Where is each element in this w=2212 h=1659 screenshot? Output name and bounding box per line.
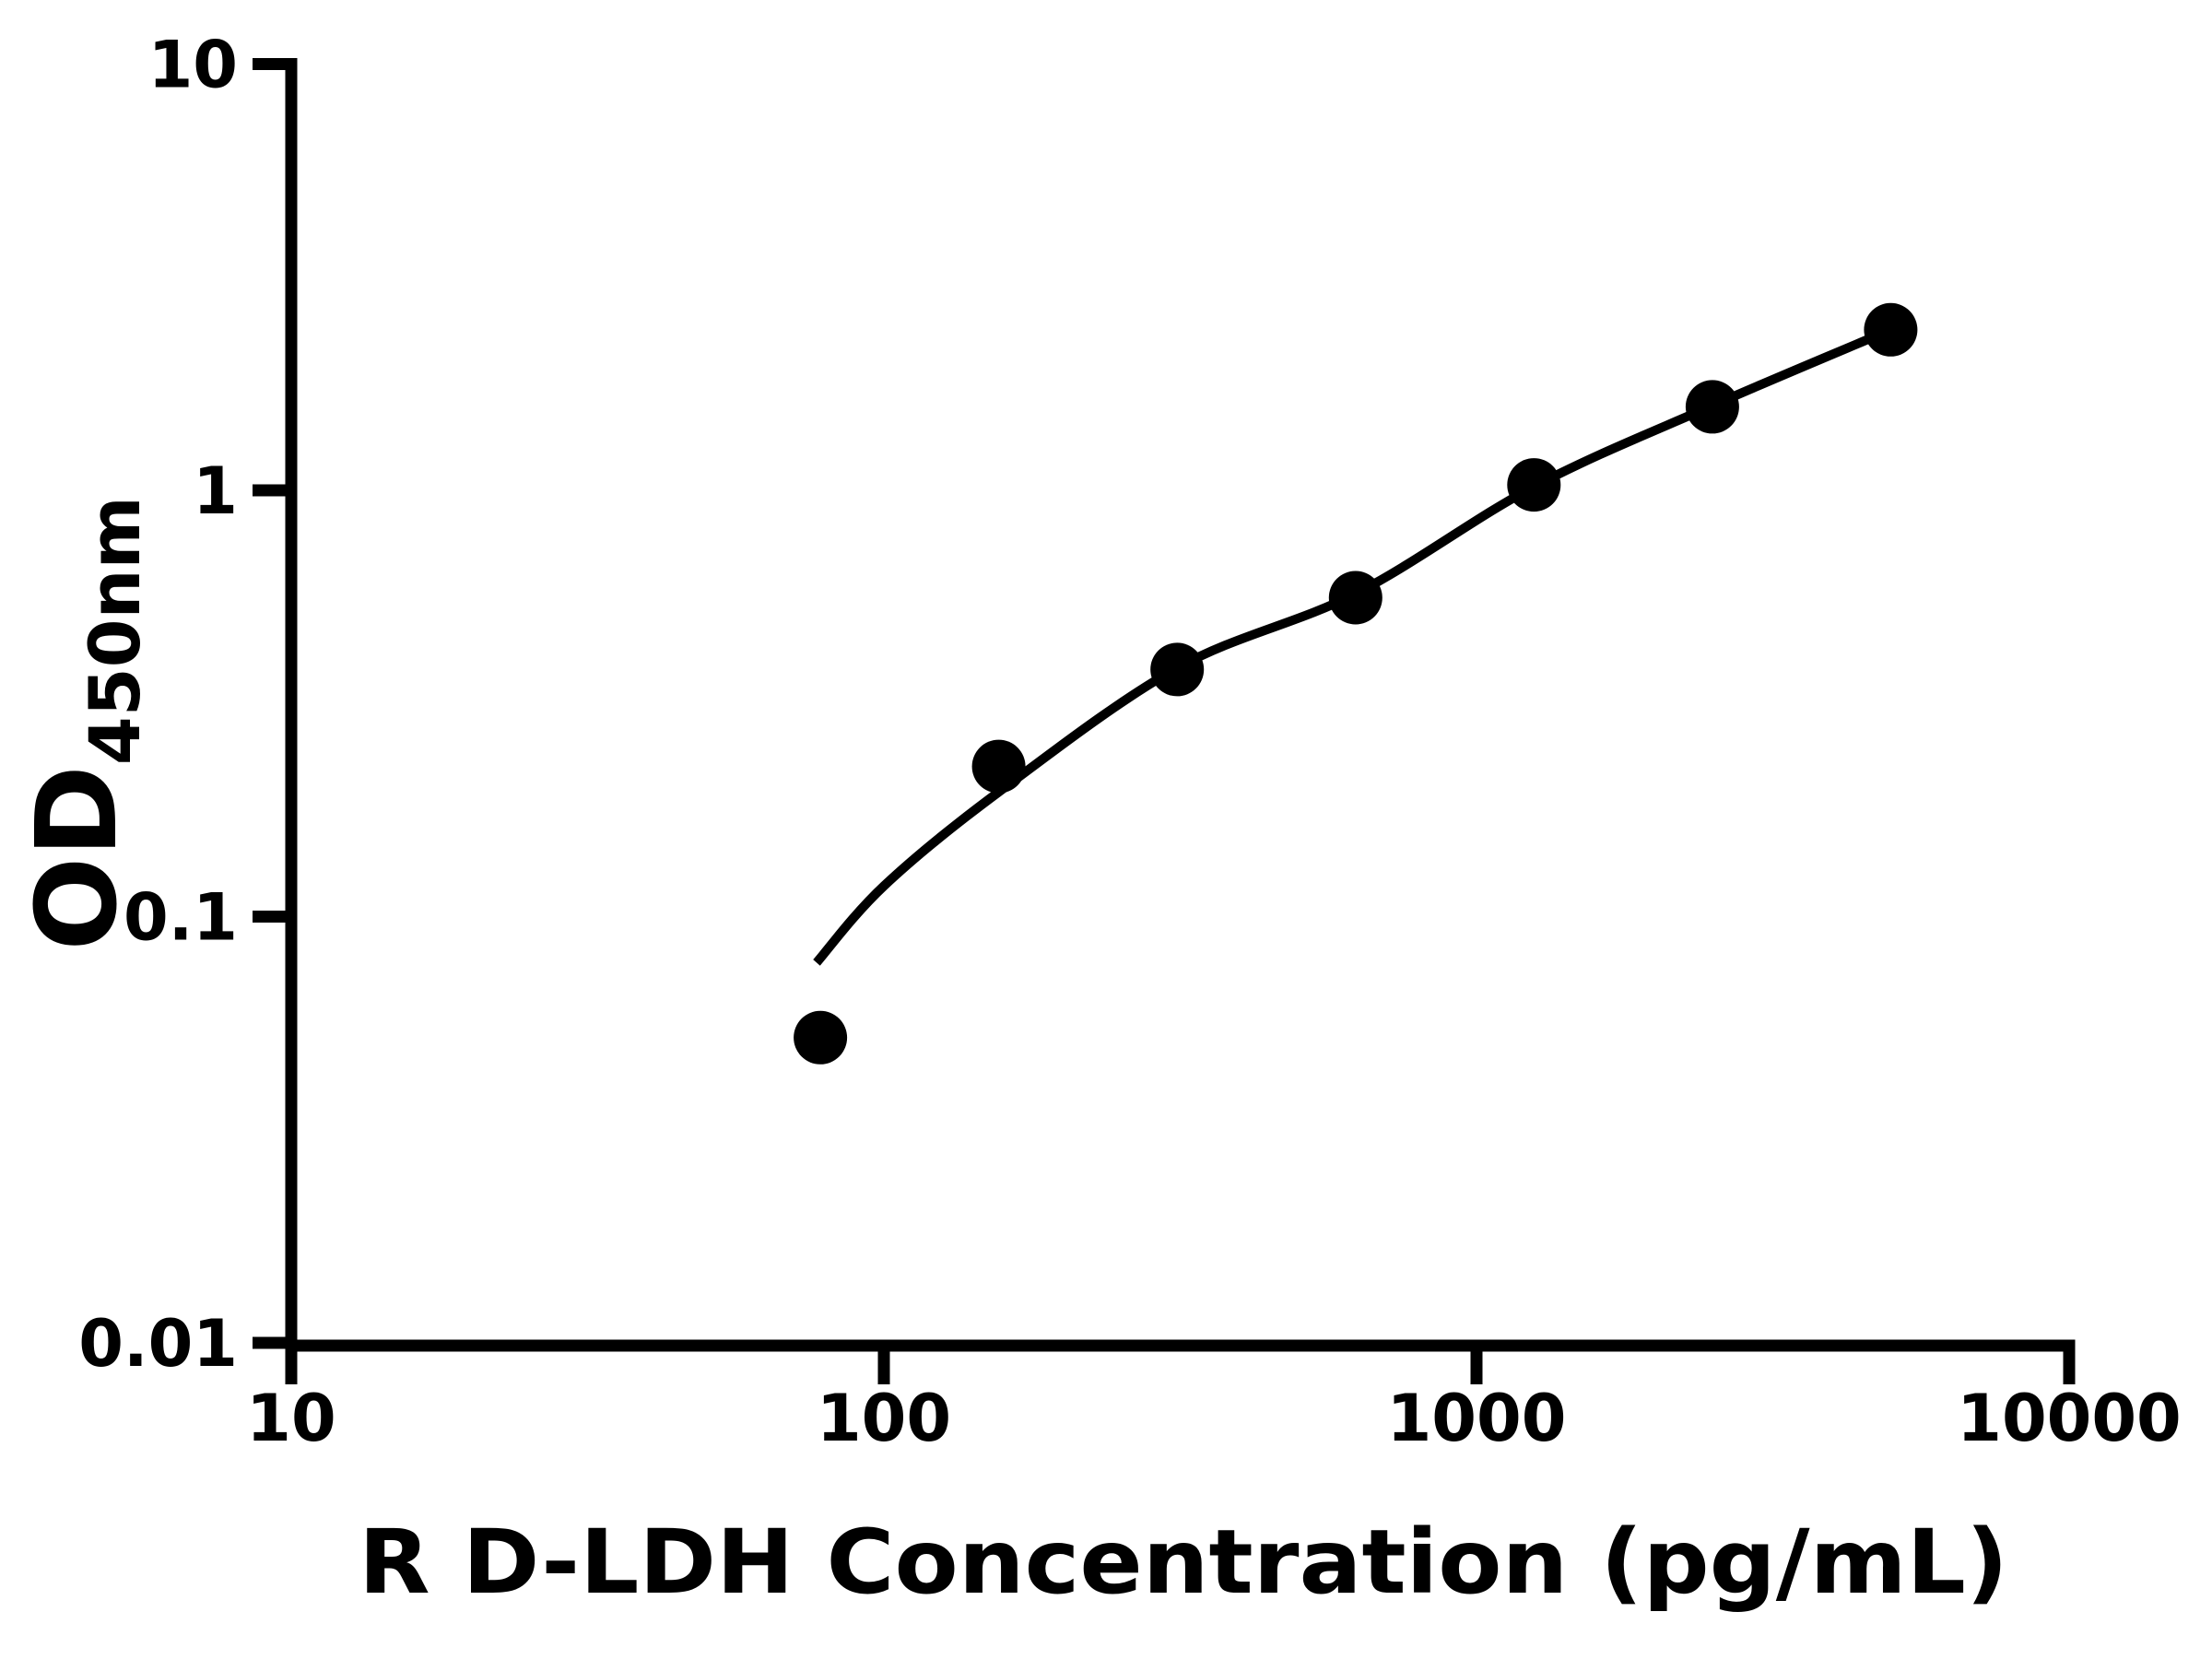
y-axis: 10 1 0.1 0.01 [78,28,298,1382]
y-axis-tick-label: 0.1 [124,880,238,956]
x-axis-tick-label: 10 [246,1381,335,1456]
y-axis-title: OD450nm [14,496,156,951]
x-axis-title: R D-LDH Concentration (pg/mL) [359,1511,2008,1614]
x-axis-tick-label: 10000 [1957,1381,2182,1456]
x-axis-ticks [285,1346,2076,1384]
x-axis: 10 100 1000 10000 [246,1339,2182,1456]
data-point [1328,571,1382,625]
y-axis-tick-labels: 10 1 0.1 0.01 [78,28,238,1382]
x-axis-tick-labels: 10 100 1000 10000 [246,1381,2181,1456]
x-axis-tick-label: 1000 [1387,1381,1567,1456]
y-axis-title-subscript: 450nm [74,496,156,765]
data-point [1150,642,1205,697]
y-axis-tick-label: 0.01 [78,1306,238,1382]
data-point [794,1010,848,1065]
data-point [1507,458,1561,512]
data-point [1864,302,1918,357]
y-axis-tick-label: 1 [193,453,238,529]
data-point [1685,380,1739,434]
x-axis-tick-label: 100 [817,1381,951,1456]
data-point [971,739,1026,794]
y-axis-title-base: OD [14,765,142,951]
y-axis-ticks [253,58,291,1349]
y-axis-tick-label: 10 [148,28,238,103]
data-points [794,302,1918,1065]
